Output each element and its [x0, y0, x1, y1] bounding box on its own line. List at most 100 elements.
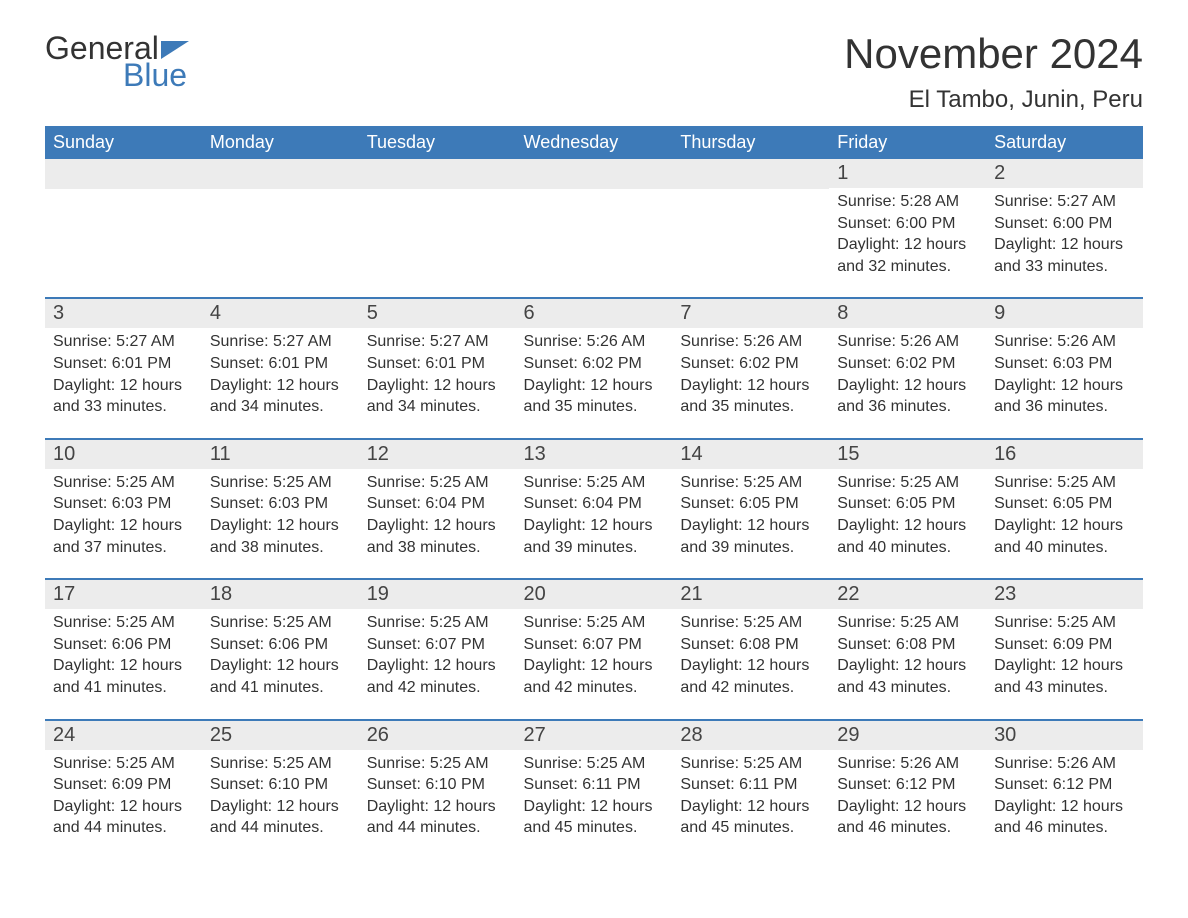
sunset-line: Sunset: 6:03 PM [994, 353, 1135, 375]
sunset-line: Sunset: 6:12 PM [837, 774, 978, 796]
day-number-empty [672, 159, 829, 189]
day-number: 20 [516, 580, 673, 609]
daylight-line: Daylight: 12 hours and 37 minutes. [53, 515, 194, 558]
day-content: Sunrise: 5:28 AMSunset: 6:00 PMDaylight:… [829, 188, 986, 297]
day-cell: 8Sunrise: 5:26 AMSunset: 6:02 PMDaylight… [829, 298, 986, 438]
day-content: Sunrise: 5:25 AMSunset: 6:03 PMDaylight:… [45, 469, 202, 578]
day-content: Sunrise: 5:25 AMSunset: 6:11 PMDaylight:… [516, 750, 673, 859]
day-number: 12 [359, 440, 516, 469]
day-content: Sunrise: 5:25 AMSunset: 6:07 PMDaylight:… [516, 609, 673, 718]
sunrise-line: Sunrise: 5:25 AM [524, 612, 665, 634]
sunrise-line: Sunrise: 5:26 AM [994, 753, 1135, 775]
day-cell: 10Sunrise: 5:25 AMSunset: 6:03 PMDayligh… [45, 439, 202, 579]
daylight-line: Daylight: 12 hours and 33 minutes. [994, 234, 1135, 277]
day-cell: 29Sunrise: 5:26 AMSunset: 6:12 PMDayligh… [829, 720, 986, 859]
day-cell [672, 159, 829, 298]
sunset-line: Sunset: 6:06 PM [53, 634, 194, 656]
logo: General Blue [45, 30, 189, 94]
day-content: Sunrise: 5:25 AMSunset: 6:10 PMDaylight:… [359, 750, 516, 859]
sunrise-line: Sunrise: 5:25 AM [210, 612, 351, 634]
sunrise-line: Sunrise: 5:27 AM [367, 331, 508, 353]
day-number: 27 [516, 721, 673, 750]
sunrise-line: Sunrise: 5:25 AM [994, 612, 1135, 634]
sunset-line: Sunset: 6:05 PM [994, 493, 1135, 515]
day-content: Sunrise: 5:26 AMSunset: 6:02 PMDaylight:… [516, 328, 673, 437]
sunset-line: Sunset: 6:11 PM [680, 774, 821, 796]
sunrise-line: Sunrise: 5:25 AM [210, 753, 351, 775]
sunrise-line: Sunrise: 5:25 AM [367, 472, 508, 494]
day-cell: 25 Sunrise: 5:25 AMSunset: 6:10 PMDayligh… [202, 720, 359, 859]
day-number: 18 [202, 580, 359, 609]
day-cell: 3Sunrise: 5:27 AMSunset: 6:01 PMDaylight… [45, 298, 202, 438]
daylight-line: Daylight: 12 hours and 36 minutes. [994, 375, 1135, 418]
daylight-line: Daylight: 12 hours and 41 minutes. [210, 655, 351, 698]
day-cell: 12Sunrise: 5:25 AMSunset: 6:04 PMDayligh… [359, 439, 516, 579]
day-number: 23 [986, 580, 1143, 609]
sunset-line: Sunset: 6:07 PM [367, 634, 508, 656]
day-cell: 26Sunrise: 5:25 AMSunset: 6:10 PMDayligh… [359, 720, 516, 859]
sunrise-line: Sunrise: 5:25 AM [524, 472, 665, 494]
day-content: Sunrise: 5:25 AMSunset: 6:08 PMDaylight:… [829, 609, 986, 718]
day-cell: 16Sunrise: 5:25 AMSunset: 6:05 PMDayligh… [986, 439, 1143, 579]
sunset-line: Sunset: 6:04 PM [524, 493, 665, 515]
sunset-line: Sunset: 6:05 PM [680, 493, 821, 515]
sunset-line: Sunset: 6:07 PM [524, 634, 665, 656]
day-number: 29 [829, 721, 986, 750]
day-cell: 18Sunrise: 5:25 AMSunset: 6:06 PMDayligh… [202, 579, 359, 719]
day-cell: 21Sunrise: 5:25 AMSunset: 6:08 PMDayligh… [672, 579, 829, 719]
sunset-line: Sunset: 6:10 PM [210, 774, 351, 796]
day-number-empty [202, 159, 359, 189]
sunrise-line: Sunrise: 5:25 AM [837, 472, 978, 494]
day-cell: 19Sunrise: 5:25 AMSunset: 6:07 PMDayligh… [359, 579, 516, 719]
daylight-line: Daylight: 12 hours and 41 minutes. [53, 655, 194, 698]
day-content: Sunrise: 5:27 AMSunset: 6:01 PMDaylight:… [359, 328, 516, 437]
day-number: 25 [202, 721, 359, 750]
daylight-line: Daylight: 12 hours and 35 minutes. [524, 375, 665, 418]
sunrise-line: Sunrise: 5:25 AM [680, 612, 821, 634]
day-number: 8 [829, 299, 986, 328]
daylight-line: Daylight: 12 hours and 34 minutes. [210, 375, 351, 418]
sunset-line: Sunset: 6:01 PM [210, 353, 351, 375]
sunrise-line: Sunrise: 5:25 AM [210, 472, 351, 494]
daylight-line: Daylight: 12 hours and 40 minutes. [994, 515, 1135, 558]
day-number: 24 [45, 721, 202, 750]
day-cell: 7Sunrise: 5:26 AMSunset: 6:02 PMDaylight… [672, 298, 829, 438]
sunrise-line: Sunrise: 5:25 AM [53, 472, 194, 494]
sunset-line: Sunset: 6:04 PM [367, 493, 508, 515]
day-cell: 22Sunrise: 5:25 AMSunset: 6:08 PMDayligh… [829, 579, 986, 719]
day-content: Sunrise: 5:25 AMSunset: 6:05 PMDaylight:… [986, 469, 1143, 578]
day-content: Sunrise: 5:25 AMSunset: 6:04 PMDaylight:… [359, 469, 516, 578]
day-header-cell: Wednesday [516, 126, 673, 159]
day-cell: 15Sunrise: 5:25 AMSunset: 6:05 PMDayligh… [829, 439, 986, 579]
sunset-line: Sunset: 6:12 PM [994, 774, 1135, 796]
daylight-line: Daylight: 12 hours and 42 minutes. [367, 655, 508, 698]
sunrise-line: Sunrise: 5:26 AM [680, 331, 821, 353]
day-content: Sunrise: 5:27 AMSunset: 6:01 PMDaylight:… [45, 328, 202, 437]
sunrise-line: Sunrise: 5:25 AM [680, 472, 821, 494]
day-cell: 14Sunrise: 5:25 AMSunset: 6:05 PMDayligh… [672, 439, 829, 579]
daylight-line: Daylight: 12 hours and 39 minutes. [680, 515, 821, 558]
daylight-line: Daylight: 12 hours and 44 minutes. [367, 796, 508, 839]
day-cell: 28Sunrise: 5:25 AMSunset: 6:11 PMDayligh… [672, 720, 829, 859]
day-number-empty [516, 159, 673, 189]
sunrise-line: Sunrise: 5:25 AM [524, 753, 665, 775]
day-number: 26 [359, 721, 516, 750]
sunset-line: Sunset: 6:01 PM [53, 353, 194, 375]
day-number: 28 [672, 721, 829, 750]
day-content: Sunrise: 5:25 AMSunset: 6:08 PMDaylight:… [672, 609, 829, 718]
sunrise-line: Sunrise: 5:27 AM [210, 331, 351, 353]
day-cell: 13Sunrise: 5:25 AMSunset: 6:04 PMDayligh… [516, 439, 673, 579]
day-cell: 2Sunrise: 5:27 AMSunset: 6:00 PMDaylight… [986, 159, 1143, 298]
day-number: 10 [45, 440, 202, 469]
sunset-line: Sunset: 6:02 PM [524, 353, 665, 375]
day-number-empty [45, 159, 202, 189]
logo-text-blue: Blue [123, 57, 187, 94]
daylight-line: Daylight: 12 hours and 45 minutes. [524, 796, 665, 839]
week-row: 3Sunrise: 5:27 AMSunset: 6:01 PMDaylight… [45, 298, 1143, 438]
day-content: Sunrise: 5:25 AMSunset: 6:09 PMDaylight:… [45, 750, 202, 859]
day-content: Sunrise: 5:26 AMSunset: 6:02 PMDaylight:… [672, 328, 829, 437]
day-cell [359, 159, 516, 298]
daylight-line: Daylight: 12 hours and 44 minutes. [210, 796, 351, 839]
title-area: November 2024 El Tambo, Junin, Peru [844, 30, 1143, 114]
day-header-cell: Thursday [672, 126, 829, 159]
